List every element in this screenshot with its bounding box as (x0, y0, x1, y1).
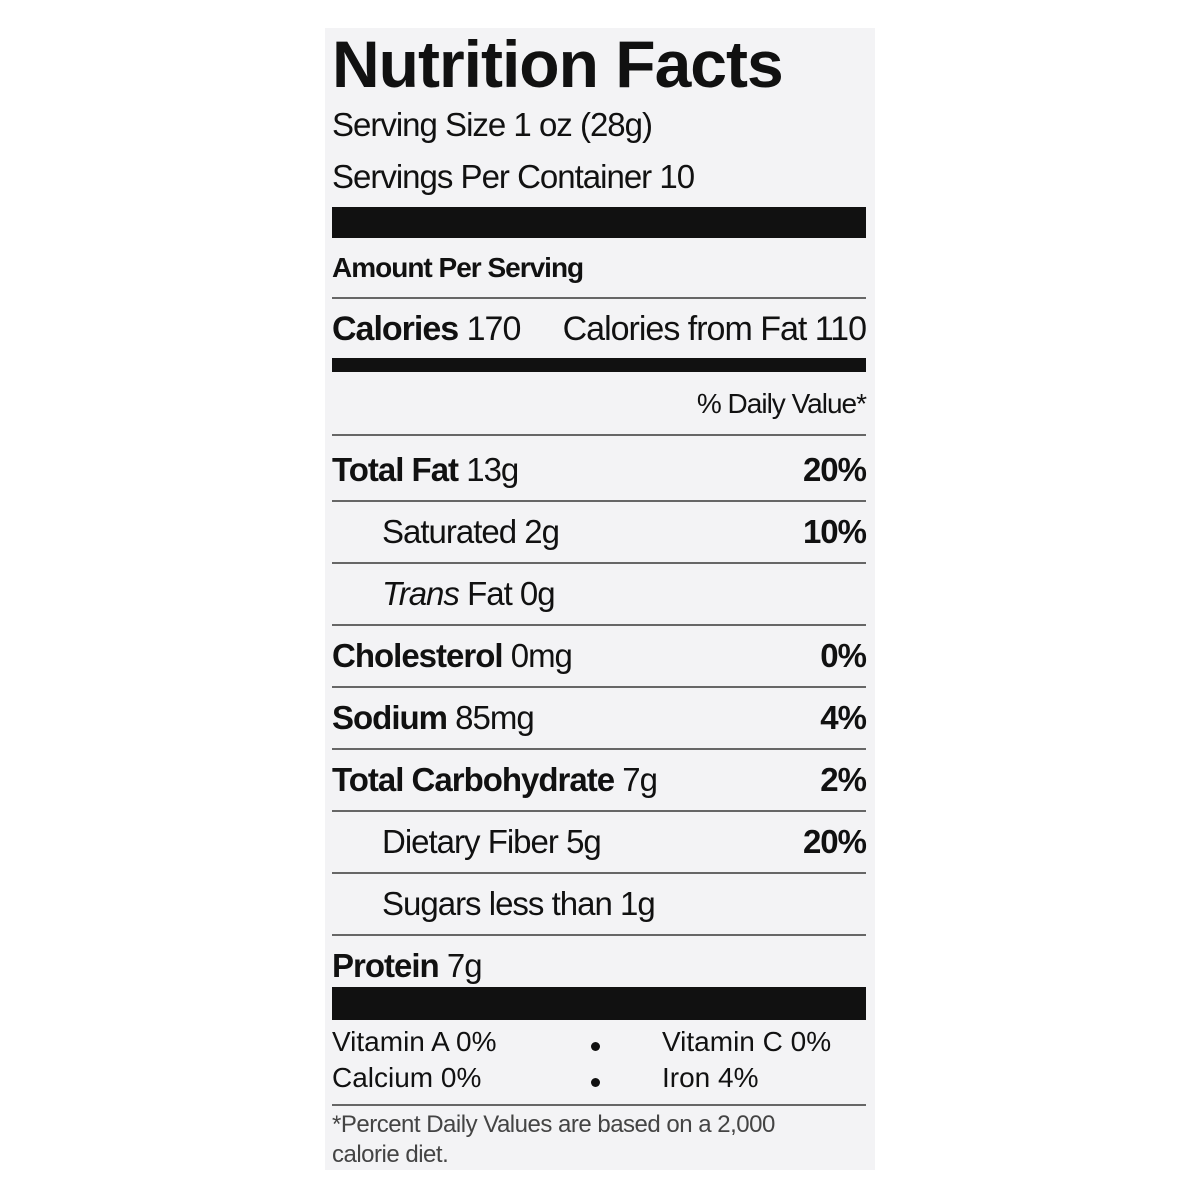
daily-value: 4% (820, 699, 867, 736)
vitamin: Calcium 0% (332, 1062, 482, 1093)
nutrient-row: Protein 7g (332, 936, 866, 996)
nutrient-name: Sodium (332, 699, 448, 736)
rule (332, 934, 866, 936)
amount-per-serving: Amount Per Serving (332, 252, 584, 283)
nutrient-row: Total Carbohydrate 7g 2% (332, 750, 867, 810)
rule (332, 810, 866, 812)
rule (332, 562, 866, 564)
rule (332, 434, 866, 436)
nutrient-row: Dietary Fiber 5g 20% (332, 812, 867, 872)
nutrient-name: Dietary Fiber (382, 823, 559, 860)
rule (332, 624, 866, 626)
vitamin: Vitamin C 0% (662, 1026, 832, 1057)
nutrient-amount: less than 1g (488, 885, 656, 922)
nutrient-name: Trans (382, 575, 460, 612)
nutrient-name: Sugars (382, 885, 482, 922)
nutrient-amount: 5g (566, 823, 602, 860)
nutrient-amount: 7g (622, 761, 658, 798)
thick-bar (332, 207, 866, 238)
bullet (591, 1042, 600, 1051)
daily-value: 20% (802, 451, 867, 488)
thick-bar (332, 987, 866, 1020)
rule (332, 748, 866, 750)
nutrient-row: Sodium 85mg 4% (332, 688, 867, 748)
nutrient-amount: 13g (466, 451, 519, 488)
nutrient-name: Total Carbohydrate (332, 761, 615, 798)
nutrient-amount: 0mg (510, 637, 573, 674)
daily-value-header: % Daily Value* (696, 388, 867, 419)
calories-value: 170 (466, 310, 522, 348)
calories-label: Calories (332, 310, 459, 348)
nutrient-amount: 7g (446, 947, 483, 984)
rule (332, 500, 866, 502)
title: Nutrition Facts (332, 27, 784, 101)
servings-per-container: Servings Per Container 10 (332, 158, 695, 195)
daily-value: 2% (820, 761, 867, 798)
nutrient-name: Protein (332, 947, 440, 984)
vitamin: Iron 4% (662, 1062, 759, 1093)
footnote: *Percent Daily Values are based on a 2,0… (332, 1111, 775, 1168)
nutrient-name: Cholesterol (332, 637, 504, 674)
nutrient-row: Total Fat 13g 20% (332, 440, 867, 500)
daily-value: 10% (802, 513, 867, 550)
nutrient-amount: 2g (524, 513, 560, 550)
nutrient-row: Sugars less than 1g (332, 874, 866, 934)
rule (332, 686, 866, 688)
nutrient-row: Saturated 2g 10% (332, 502, 867, 562)
daily-value: 0% (820, 637, 867, 674)
daily-value: 20% (802, 823, 867, 860)
nutrient-row: Trans Fat 0g (332, 564, 866, 624)
calories-from-fat: Calories from Fat 110 (562, 310, 867, 348)
nutrient-amount: 85mg (455, 699, 535, 736)
nutrient-name: Total Fat (332, 451, 459, 488)
rule (332, 297, 866, 299)
vitamin: Vitamin A 0% (332, 1026, 497, 1057)
bullet (591, 1078, 600, 1087)
rule (332, 1104, 866, 1106)
nutrient-amount: Fat 0g (467, 575, 556, 612)
rule (332, 872, 866, 874)
nutrient-row: Cholesterol 0mg 0% (332, 626, 867, 686)
calories: Calories 170 (332, 310, 522, 349)
medium-bar (332, 358, 866, 372)
serving-size: Serving Size 1 oz (28g) (332, 106, 653, 143)
nutrient-name: Saturated (382, 513, 517, 550)
